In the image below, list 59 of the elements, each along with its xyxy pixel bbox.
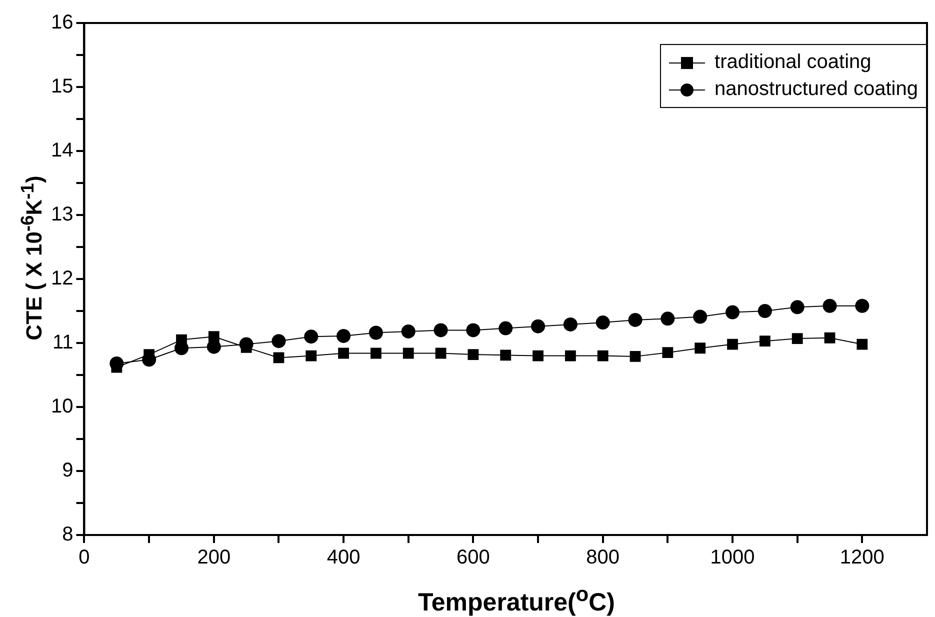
point xyxy=(824,332,836,344)
point xyxy=(434,323,448,338)
point xyxy=(596,316,610,330)
point xyxy=(660,312,675,326)
point xyxy=(466,323,480,338)
x-tick-label: 200 xyxy=(197,546,231,569)
point xyxy=(759,336,770,347)
y-tick-label: 11 xyxy=(52,332,74,354)
point xyxy=(662,347,674,358)
point xyxy=(693,310,708,324)
point xyxy=(856,338,868,350)
y-tick-label: 8 xyxy=(62,524,74,546)
point xyxy=(401,324,416,338)
point xyxy=(368,326,383,340)
point xyxy=(726,305,740,320)
point xyxy=(597,350,608,362)
x-axis-title: Temperature($^{o}$C) xyxy=(416,582,616,617)
point xyxy=(630,350,641,362)
x-tick-label: 0 xyxy=(78,546,90,569)
y-tick-label: 13 xyxy=(50,204,74,226)
point xyxy=(500,350,512,361)
point xyxy=(694,342,706,354)
legend-label: traditional coating xyxy=(714,51,872,73)
point xyxy=(532,350,544,362)
point xyxy=(338,348,350,359)
y-tick-label: 10 xyxy=(50,396,74,418)
point xyxy=(563,317,578,332)
y-tick-label: 12 xyxy=(50,268,74,290)
point xyxy=(790,300,804,314)
x-tick-label: 1200 xyxy=(840,546,884,569)
x-tick-label: 1000 xyxy=(710,546,755,569)
point xyxy=(306,350,317,362)
point xyxy=(727,338,738,350)
point xyxy=(336,328,351,343)
y-tick-label: 16 xyxy=(50,12,74,34)
point xyxy=(792,333,803,344)
point xyxy=(273,352,284,364)
x-tick-label: 600 xyxy=(456,546,490,569)
point xyxy=(822,298,837,313)
y-tick-label: 15 xyxy=(50,76,74,98)
point xyxy=(855,298,870,313)
point xyxy=(498,321,513,336)
point xyxy=(435,348,446,359)
point xyxy=(304,330,318,344)
point xyxy=(565,350,576,362)
y-tick-label: 9 xyxy=(62,460,74,482)
point xyxy=(272,334,286,348)
legend-label: nanostructured coating xyxy=(714,78,918,100)
y-tick-label: 14 xyxy=(50,140,74,162)
point xyxy=(531,319,546,334)
x-tick-label: 800 xyxy=(586,546,620,569)
point xyxy=(370,348,382,359)
point xyxy=(402,348,414,359)
point xyxy=(176,334,187,346)
point xyxy=(628,312,642,327)
point xyxy=(208,331,220,342)
point xyxy=(758,304,772,318)
x-tick-label: 400 xyxy=(326,546,360,569)
point xyxy=(468,349,479,360)
